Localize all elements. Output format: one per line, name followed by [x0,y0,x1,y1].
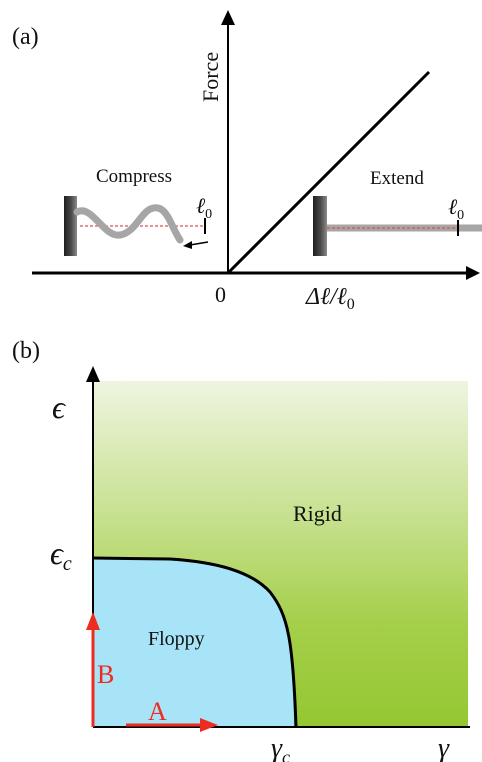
panel-a-y-axis-arrowhead [221,10,235,25]
panel-a-label: (a) [12,24,39,50]
compress-label: Compress [96,166,172,187]
ell0-right-label: ℓ0 [448,194,464,223]
compress-arrow-shaft [189,241,209,246]
epsilon-c-label: ϵc [50,535,72,575]
panel-a: (a) Force 0 Δℓ/ℓ0 Compress ℓ0 Extend ℓ0 [12,10,482,313]
arrow-a-head [200,718,218,732]
ell0-left-label: ℓ0 [196,193,212,222]
floppy-label: Floppy [148,628,205,650]
phase-boundary [92,556,298,728]
compress-arrow-head [183,241,192,249]
floppy-region [93,558,294,727]
panel-b-y-axis-arrowhead [86,366,100,382]
force-line [226,70,431,275]
origin-label: 0 [215,282,226,307]
rigid-label: Rigid [293,501,342,526]
panel-b: (b) Rigid Floppy ϵ ϵc γc γ B A [12,338,470,762]
force-axis-label: Force [198,52,223,102]
arrow-a-label: A [148,697,167,726]
extend-label: Extend [370,168,424,189]
panel-b-label: (b) [12,338,40,364]
gamma-c-label: γc [271,733,290,762]
left-wall [64,196,77,256]
right-wall [313,196,327,256]
arrow-b-label: B [97,660,114,689]
epsilon-axis-label: ϵ [52,389,66,425]
gamma-axis-label: γ [438,733,450,762]
arrow-b-head [86,612,100,630]
panel-a-x-axis-arrowhead [466,266,480,280]
x-axis-label-a: Δℓ/ℓ0 [305,284,355,313]
compressed-spring [73,204,184,244]
